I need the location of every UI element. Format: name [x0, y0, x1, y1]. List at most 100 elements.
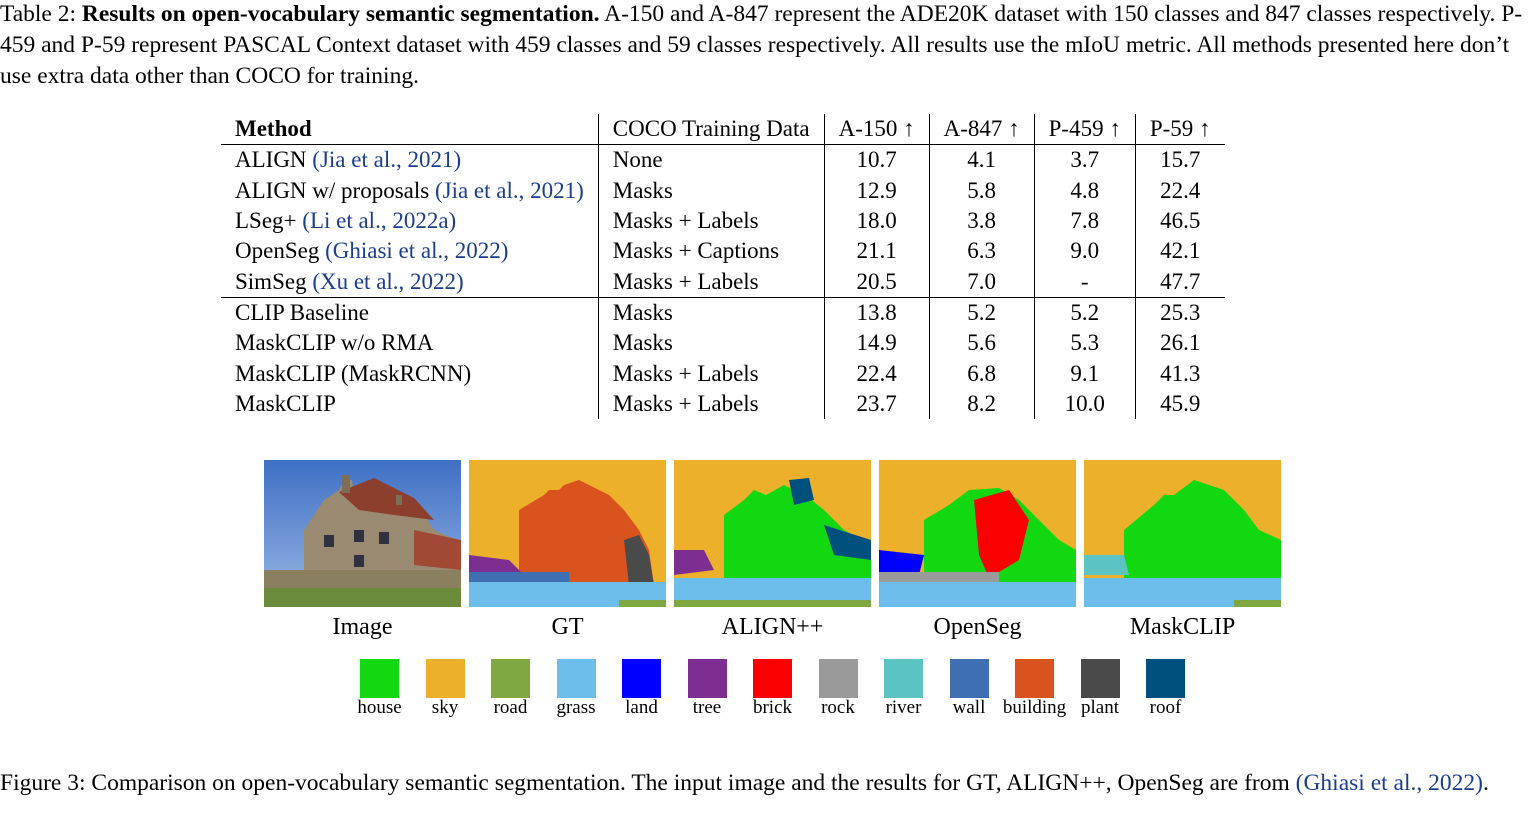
- figure-caption-label: Figure 3:: [0, 770, 86, 796]
- legend-swatch-tree: [687, 659, 727, 698]
- table-header-row: Method COCO Training Data A-150 ↑ A-847 …: [221, 114, 1225, 146]
- training-data-cell: Masks + Labels: [598, 205, 825, 237]
- score-cell: 5.2: [929, 296, 1035, 329]
- table-row: CLIP Baseline Masks 13.8 5.2 5.2 25.3: [221, 296, 1225, 329]
- score-cell: 3.7: [1034, 144, 1136, 176]
- method-name: SimSeg: [235, 268, 313, 294]
- maskclip-segmentation: [1084, 460, 1281, 607]
- training-data-cell: Masks: [598, 175, 825, 206]
- legend-swatch-house: [360, 659, 399, 698]
- method-citation[interactable]: (Li et al., 2022a): [302, 208, 457, 234]
- training-data-cell: Masks + Labels: [598, 388, 825, 419]
- legend-label-house: house: [357, 697, 402, 718]
- legend-label-grass: grass: [556, 697, 596, 718]
- score-cell: 4.8: [1034, 175, 1136, 206]
- score-cell: 25.3: [1135, 296, 1225, 329]
- table-caption-title: Results on open-vocabulary semantic segm…: [81, 1, 600, 27]
- score-cell: 21.1: [824, 236, 930, 267]
- figure-caption-cite[interactable]: (Ghiasi et al., 2022): [1295, 770, 1483, 796]
- score-cell: 23.7: [824, 388, 930, 419]
- align-panel: [674, 460, 871, 607]
- score-cell: 8.2: [929, 388, 1035, 419]
- table-caption-text: A-150 and A-847 represent the ADE20K dat…: [0, 1, 1523, 89]
- legend-label-rock: rock: [821, 697, 855, 718]
- score-cell: 4.1: [929, 144, 1035, 176]
- header-method: Method: [221, 114, 599, 146]
- score-cell: 5.8: [929, 175, 1035, 206]
- training-data-cell: Masks + Labels: [598, 358, 825, 389]
- openseg-segmentation: [879, 460, 1076, 607]
- legend-label-building: building: [1002, 697, 1067, 718]
- gt-panel: [469, 460, 666, 607]
- score-cell: 45.9: [1160, 390, 1201, 416]
- method-cell: SimSeg (Xu et al., 2022): [221, 266, 599, 298]
- house-photo: [264, 460, 461, 607]
- method-name: MaskCLIP w/o RMA: [235, 330, 434, 356]
- method-name: ALIGN w/ proposals: [235, 177, 435, 203]
- input-image-panel: [264, 460, 461, 607]
- score-cell: 3.8: [929, 205, 1035, 237]
- score-cell: 41.3: [1160, 360, 1201, 386]
- header-p59: P-59 ↑: [1135, 114, 1225, 146]
- legend-swatch-grass: [556, 659, 596, 698]
- header-a847: A-847 ↑: [929, 114, 1035, 146]
- header-a150: A-150 ↑: [824, 114, 930, 146]
- header-coco-data: COCO Training Data: [598, 114, 825, 146]
- score-cell: 7.8: [1034, 205, 1136, 237]
- legend-swatch-land: [622, 659, 661, 698]
- figure-caption-end: .: [1482, 770, 1489, 796]
- method-name: MaskCLIP (MaskRCNN): [235, 360, 472, 386]
- legend-label-brick: brick: [752, 697, 793, 718]
- legend-label-river: river: [885, 697, 922, 718]
- legend-swatch-road: [491, 659, 530, 698]
- score-cell: 5.2: [1034, 296, 1136, 329]
- score-cell: 42.1: [1160, 238, 1201, 264]
- maskclip-panel: [1084, 460, 1281, 607]
- score-cell: 14.9: [824, 328, 930, 359]
- score-cell: 5.3: [1034, 328, 1136, 359]
- table-caption-label: Table 2:: [0, 1, 77, 27]
- method-citation[interactable]: (Ghiasi et al., 2022): [325, 238, 509, 264]
- legend-swatch-sky: [425, 659, 465, 698]
- score-cell: 9.1: [1034, 358, 1136, 389]
- legend-swatch-river: [884, 659, 923, 698]
- score-cell: 9.0: [1034, 236, 1136, 267]
- method-citation[interactable]: (Xu et al., 2022): [312, 268, 464, 294]
- table-row: MaskCLIP (MaskRCNN) Masks + Labels 22.4 6.8…: [221, 358, 1225, 389]
- method-cell: OpenSeg (Ghiasi et al., 2022): [221, 236, 599, 267]
- legend-swatch-rock: [818, 659, 858, 698]
- method-name: OpenSeg: [235, 238, 326, 264]
- legend-swatch-building: [1015, 659, 1054, 698]
- score-cell: 22.4: [1160, 177, 1201, 203]
- method-cell: MaskCLIP: [221, 388, 599, 419]
- header-p459: P-459 ↑: [1034, 114, 1136, 146]
- figure-caption: Figure 3: Comparison on open-vocabulary …: [0, 768, 1539, 799]
- method-citation[interactable]: (Jia et al., 2021): [434, 177, 584, 203]
- score-cell: 18.0: [824, 205, 930, 237]
- legend-label-wall: wall: [952, 697, 986, 718]
- legend-swatch-wall: [949, 659, 989, 698]
- method-name: CLIP Baseline: [235, 299, 369, 325]
- score-cell: 47.7: [1160, 268, 1201, 294]
- method-cell: ALIGN w/ proposals (Jia et al., 2021): [221, 175, 599, 206]
- openseg-panel: [879, 460, 1076, 607]
- method-name: MaskCLIP: [235, 390, 336, 416]
- score-cell: -: [1034, 266, 1136, 298]
- method-cell: LSeg+ (Li et al., 2022a): [221, 205, 599, 237]
- score-cell: 5.6: [929, 328, 1035, 359]
- results-table: Method COCO Training Data A-150 ↑ A-847 …: [221, 114, 1225, 419]
- score-cell: 6.3: [929, 236, 1035, 267]
- method-cell: CLIP Baseline: [221, 296, 599, 329]
- training-data-cell: Masks: [598, 296, 825, 329]
- score-cell: 22.4: [824, 358, 930, 389]
- table-row: SimSeg (Xu et al., 2022) Masks + Labels 20…: [221, 266, 1225, 298]
- panel-label-openseg: OpenSeg: [933, 614, 1022, 640]
- method-citation[interactable]: (Jia et al., 2021): [312, 147, 462, 173]
- align-segmentation: [674, 460, 871, 607]
- gt-segmentation: [469, 460, 666, 607]
- table-row: MaskCLIP Masks + Labels 23.7 8.2 10.0 45.9: [221, 388, 1225, 419]
- training-data-cell: Masks: [598, 328, 825, 359]
- method-name: ALIGN: [235, 147, 313, 173]
- score-cell: 10.7: [824, 144, 930, 176]
- method-name: LSeg+: [235, 208, 303, 234]
